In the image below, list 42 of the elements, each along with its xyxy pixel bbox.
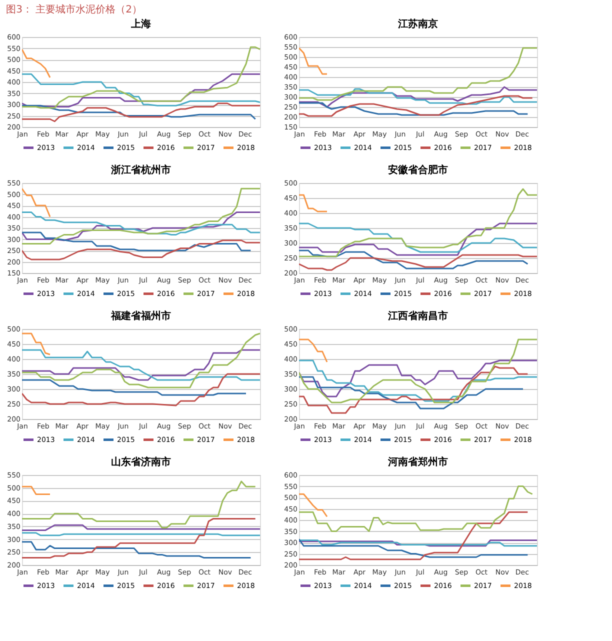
line-series <box>22 188 260 244</box>
line-series <box>299 95 534 117</box>
line-series <box>299 250 528 270</box>
line-series <box>299 338 328 363</box>
chart-title: 安徽省合肥市 <box>388 164 448 176</box>
line-series <box>22 188 51 218</box>
line-series <box>299 366 528 414</box>
line-series <box>22 48 51 78</box>
caption: 图3： 主要城市水泥价格（2） <box>6 4 142 16</box>
line-series <box>22 373 260 406</box>
line-series <box>22 104 256 120</box>
line-series <box>22 232 252 252</box>
line-series <box>299 47 328 75</box>
chart-title: 上海 <box>130 18 151 30</box>
line-series <box>299 47 537 101</box>
chart-title: 浙江省杭州市 <box>110 164 171 176</box>
line-series <box>22 541 252 559</box>
line-series <box>299 338 537 404</box>
line-series <box>22 349 260 381</box>
line-series <box>22 379 247 396</box>
chart-title: 山东省济南市 <box>111 456 171 468</box>
line-series <box>22 46 260 109</box>
chart-title: 河南省郑州市 <box>387 456 448 468</box>
line-series <box>22 518 256 559</box>
line-series <box>299 511 528 560</box>
chart-title: 江西省南昌市 <box>387 310 448 322</box>
line-series <box>299 376 524 410</box>
chart-title: 福建省福州市 <box>110 310 171 322</box>
chart-title: 江苏南京 <box>397 18 438 30</box>
line-series <box>22 102 260 122</box>
line-series <box>22 332 260 388</box>
line-series <box>299 486 534 532</box>
line-series <box>299 102 528 116</box>
line-series <box>299 254 537 271</box>
line-series <box>299 538 528 558</box>
line-series <box>22 480 256 528</box>
line-series <box>22 212 260 236</box>
line-series <box>299 493 328 518</box>
line-series <box>22 332 51 356</box>
line-series <box>22 212 260 242</box>
line-series <box>22 240 260 260</box>
line-series <box>299 188 537 258</box>
